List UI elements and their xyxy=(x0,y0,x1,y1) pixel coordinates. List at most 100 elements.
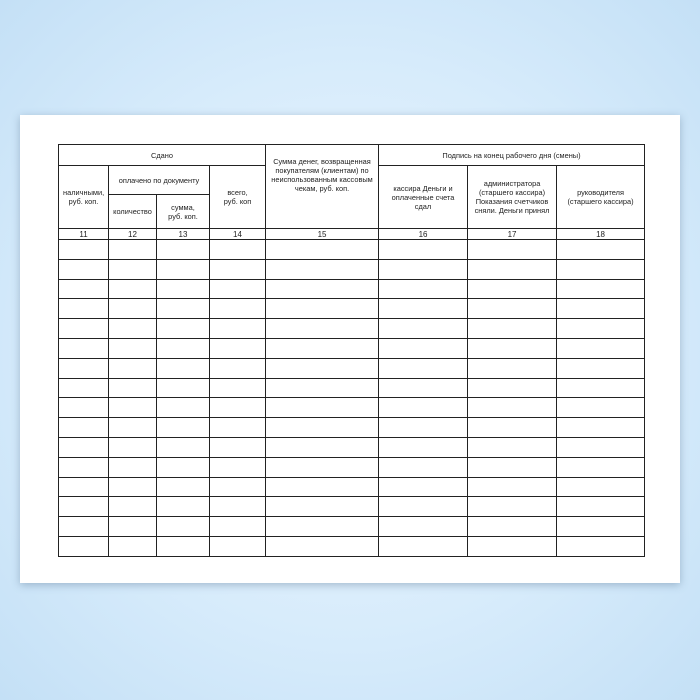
table-cell[interactable] xyxy=(265,337,380,359)
table-cell[interactable] xyxy=(156,278,210,300)
table-cell[interactable] xyxy=(265,397,380,419)
table-cell[interactable] xyxy=(156,417,210,438)
table-cell[interactable] xyxy=(378,357,469,379)
table-cell[interactable] xyxy=(208,298,267,320)
table-cell[interactable] xyxy=(208,456,267,478)
table-cell[interactable] xyxy=(108,298,157,320)
table-cell[interactable] xyxy=(556,278,646,300)
table-cell[interactable] xyxy=(556,397,646,419)
table-cell[interactable] xyxy=(208,377,267,399)
table-cell[interactable] xyxy=(58,456,109,478)
table-cell[interactable] xyxy=(265,516,380,537)
table-cell[interactable] xyxy=(556,318,646,339)
table-cell[interactable] xyxy=(467,496,558,518)
table-cell[interactable] xyxy=(467,535,558,557)
table-cell[interactable] xyxy=(265,417,380,438)
table-cell[interactable] xyxy=(265,377,380,399)
table-cell[interactable] xyxy=(556,357,646,379)
table-cell[interactable] xyxy=(556,516,646,537)
table-cell[interactable] xyxy=(265,318,380,339)
table-cell[interactable] xyxy=(58,258,109,280)
table-cell[interactable] xyxy=(467,456,558,478)
table-cell[interactable] xyxy=(556,337,646,359)
table-cell[interactable] xyxy=(467,258,558,280)
table-cell[interactable] xyxy=(156,397,210,419)
table-cell[interactable] xyxy=(58,357,109,379)
table-cell[interactable] xyxy=(556,239,646,260)
table-cell[interactable] xyxy=(108,476,157,498)
table-cell[interactable] xyxy=(378,417,469,438)
table-cell[interactable] xyxy=(156,357,210,379)
table-cell[interactable] xyxy=(208,436,267,458)
table-cell[interactable] xyxy=(467,377,558,399)
table-cell[interactable] xyxy=(556,436,646,458)
table-cell[interactable] xyxy=(108,239,157,260)
table-cell[interactable] xyxy=(467,318,558,339)
table-cell[interactable] xyxy=(378,298,469,320)
table-cell[interactable] xyxy=(556,377,646,399)
table-cell[interactable] xyxy=(58,476,109,498)
table-cell[interactable] xyxy=(467,278,558,300)
table-cell[interactable] xyxy=(156,456,210,478)
table-cell[interactable] xyxy=(378,337,469,359)
table-cell[interactable] xyxy=(467,397,558,419)
table-cell[interactable] xyxy=(378,377,469,399)
table-cell[interactable] xyxy=(378,516,469,537)
table-cell[interactable] xyxy=(467,239,558,260)
table-cell[interactable] xyxy=(58,337,109,359)
table-cell[interactable] xyxy=(208,337,267,359)
table-cell[interactable] xyxy=(108,397,157,419)
table-cell[interactable] xyxy=(378,278,469,300)
table-cell[interactable] xyxy=(556,258,646,280)
table-cell[interactable] xyxy=(467,476,558,498)
table-cell[interactable] xyxy=(556,496,646,518)
table-cell[interactable] xyxy=(265,496,380,518)
table-cell[interactable] xyxy=(556,417,646,438)
table-cell[interactable] xyxy=(58,436,109,458)
table-cell[interactable] xyxy=(108,318,157,339)
table-cell[interactable] xyxy=(208,239,267,260)
table-cell[interactable] xyxy=(108,516,157,537)
table-cell[interactable] xyxy=(208,278,267,300)
table-cell[interactable] xyxy=(58,417,109,438)
table-cell[interactable] xyxy=(265,535,380,557)
table-cell[interactable] xyxy=(378,436,469,458)
table-cell[interactable] xyxy=(156,337,210,359)
table-cell[interactable] xyxy=(108,456,157,478)
table-cell[interactable] xyxy=(156,239,210,260)
table-cell[interactable] xyxy=(208,357,267,379)
table-cell[interactable] xyxy=(265,258,380,280)
table-cell[interactable] xyxy=(156,476,210,498)
table-cell[interactable] xyxy=(556,298,646,320)
table-cell[interactable] xyxy=(378,476,469,498)
table-cell[interactable] xyxy=(156,516,210,537)
table-cell[interactable] xyxy=(378,239,469,260)
table-cell[interactable] xyxy=(467,337,558,359)
table-cell[interactable] xyxy=(58,377,109,399)
table-cell[interactable] xyxy=(58,535,109,557)
table-cell[interactable] xyxy=(156,298,210,320)
table-cell[interactable] xyxy=(208,535,267,557)
table-cell[interactable] xyxy=(108,436,157,458)
table-cell[interactable] xyxy=(156,496,210,518)
table-cell[interactable] xyxy=(556,476,646,498)
table-cell[interactable] xyxy=(108,337,157,359)
table-cell[interactable] xyxy=(467,417,558,438)
table-cell[interactable] xyxy=(108,357,157,379)
table-cell[interactable] xyxy=(58,239,109,260)
table-cell[interactable] xyxy=(208,476,267,498)
table-cell[interactable] xyxy=(378,496,469,518)
table-cell[interactable] xyxy=(108,377,157,399)
table-cell[interactable] xyxy=(208,318,267,339)
table-cell[interactable] xyxy=(378,397,469,419)
table-cell[interactable] xyxy=(58,496,109,518)
table-cell[interactable] xyxy=(156,436,210,458)
table-cell[interactable] xyxy=(265,357,380,379)
table-cell[interactable] xyxy=(378,535,469,557)
table-cell[interactable] xyxy=(556,456,646,478)
table-cell[interactable] xyxy=(58,516,109,537)
table-cell[interactable] xyxy=(556,535,646,557)
table-cell[interactable] xyxy=(378,456,469,478)
table-cell[interactable] xyxy=(108,496,157,518)
table-cell[interactable] xyxy=(58,278,109,300)
